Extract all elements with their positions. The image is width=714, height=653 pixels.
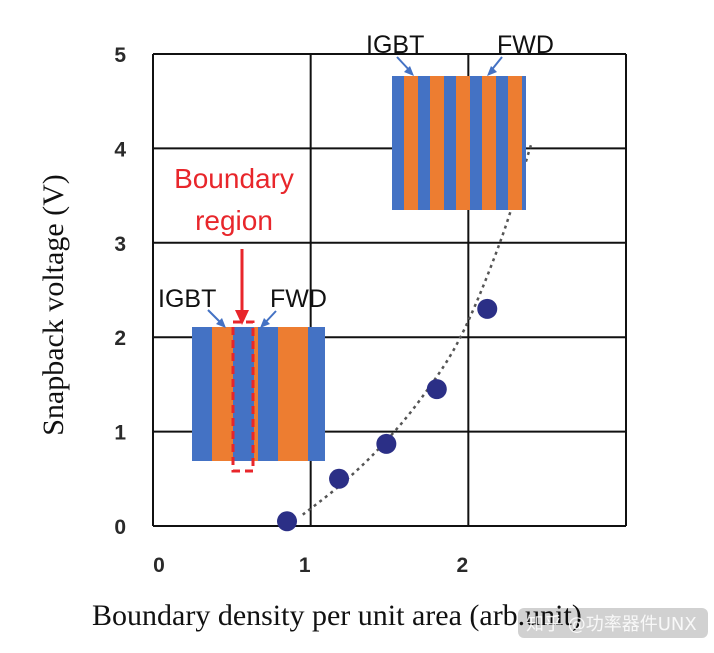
data-point bbox=[329, 468, 350, 489]
fwd-pointer-head bbox=[260, 318, 270, 328]
stripe-fwd bbox=[508, 76, 522, 210]
inset-top-stripes: IGBT FWD bbox=[366, 31, 554, 210]
stripe-igbt bbox=[233, 327, 254, 461]
fwd-label-top: FWD bbox=[497, 31, 554, 59]
y-tick-label: 4 bbox=[114, 138, 126, 161]
y-tick-label: 3 bbox=[114, 233, 126, 256]
stripe-igbt bbox=[496, 76, 508, 210]
stripe-fwd bbox=[456, 76, 470, 210]
stripe-igbt bbox=[308, 327, 325, 461]
stripe-fwd bbox=[404, 76, 418, 210]
y-axis-title: Snapback voltage (V) bbox=[37, 174, 70, 436]
y-tick-label: 1 bbox=[114, 422, 126, 445]
stripe-igbt bbox=[258, 327, 278, 461]
boundary-label-line1: Boundary bbox=[174, 163, 294, 194]
igbt-label-bottom: IGBT bbox=[158, 285, 216, 313]
boundary-arrow-head bbox=[235, 310, 249, 325]
stripe-igbt bbox=[192, 327, 212, 461]
data-point bbox=[477, 298, 498, 319]
y-tick-label: 5 bbox=[114, 44, 126, 67]
igbt-pointer-head-top bbox=[404, 66, 414, 76]
stripe-igbt bbox=[392, 76, 404, 210]
stripe-igbt bbox=[522, 76, 526, 210]
watermark-text: 知乎 @功率器件UNX bbox=[526, 614, 697, 635]
data-point bbox=[376, 433, 397, 454]
watermark: 知乎 @功率器件UNX bbox=[518, 608, 708, 638]
igbt-pointer-head bbox=[216, 318, 226, 328]
stripe-igbt bbox=[444, 76, 456, 210]
boundary-region-box bbox=[231, 320, 255, 473]
data-point bbox=[426, 379, 447, 400]
stripe-fwd bbox=[212, 327, 233, 461]
stripe-fwd bbox=[482, 76, 496, 210]
x-axis-title: Boundary density per unit area (arb.unit… bbox=[92, 599, 582, 632]
tick-labels: 0 1 2 3 4 5 0 1 2 bbox=[114, 44, 468, 577]
igbt-label-top: IGBT bbox=[366, 31, 424, 59]
y-tick-label: 0 bbox=[114, 516, 126, 539]
inset-bottom-stripes: Boundary region IGBT FWD bbox=[158, 163, 327, 473]
data-points bbox=[277, 298, 498, 532]
x-tick-label: 0 bbox=[153, 554, 165, 577]
watermark-bg bbox=[518, 608, 708, 638]
fwd-pointer-head-top bbox=[487, 66, 497, 76]
fwd-label-bottom: FWD bbox=[270, 285, 327, 313]
stripe-igbt bbox=[470, 76, 482, 210]
boundary-label-line2: region bbox=[195, 205, 273, 236]
x-tick-label: 1 bbox=[299, 554, 311, 577]
stripe-igbt bbox=[418, 76, 430, 210]
data-point bbox=[277, 511, 298, 532]
x-tick-label: 2 bbox=[456, 554, 468, 577]
stripe-fwd bbox=[278, 327, 308, 461]
stripe-fwd bbox=[430, 76, 444, 210]
stripe-fwd bbox=[254, 327, 258, 461]
y-tick-label: 2 bbox=[114, 327, 126, 350]
